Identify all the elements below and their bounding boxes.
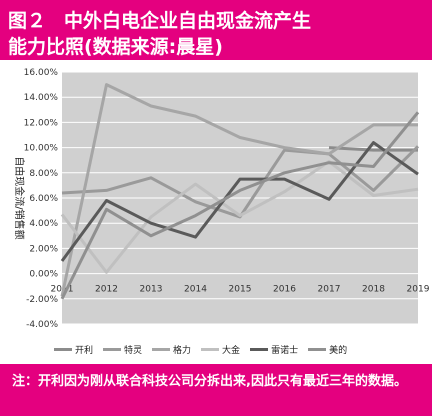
footer-note-banner: 注：开利因为刚从联合科技公司分拆出来,因此只有最近三年的数据。 — [0, 364, 432, 416]
legend-label: 特灵 — [124, 345, 143, 356]
legend-item: 开利 — [54, 343, 93, 356]
legend-swatch — [54, 347, 72, 351]
y-tick-labels: 16.00% 14.00% 12.00% 10.00% 8.00% 6.00% 4.00% 2… — [24, 68, 59, 330]
legend-swatch — [250, 347, 269, 351]
x-tick-labels: 2011 2012 2013 2014 2015 2016 2017 2018 2019 — [51, 285, 430, 295]
y-tick-label: 14.00% — [24, 93, 59, 103]
x-tick-label: 2013 — [140, 285, 163, 295]
legend-item: 雷诺士 — [250, 343, 298, 356]
x-tick-label: 2012 — [95, 285, 118, 295]
footer-note: 注：开利因为刚从联合科技公司分拆出来,因此只有最近三年的数据。 — [12, 374, 407, 389]
title-text-line1: 中外白电企业自由现金流产生 — [64, 10, 312, 32]
x-tick-label: 2019 — [407, 285, 430, 295]
figure-number: 图２ — [8, 10, 47, 32]
x-tick-label: 2016 — [273, 285, 296, 295]
legend-label: 雷诺士 — [271, 345, 299, 356]
chart-title-line2: 能力比照(数据来源:晨星) — [8, 36, 223, 58]
legend-label: 大金 — [222, 345, 241, 356]
series-line-0 — [328, 146, 418, 152]
legend-label: 美的 — [329, 345, 348, 356]
legend-swatch — [201, 347, 220, 351]
legend-item: 特灵 — [103, 343, 142, 356]
legend-item: 大金 — [201, 343, 240, 356]
y-tick-label: 6.00% — [29, 194, 58, 204]
legend-swatch — [152, 347, 171, 351]
line-chart: 16.00% 14.00% 12.00% 10.00% 8.00% 6.00% 4.00% 2… — [13, 68, 430, 330]
legend-item: 格力 — [152, 343, 191, 356]
legend-label: 开利 — [75, 345, 94, 356]
y-tick-label: 16.00% — [24, 68, 59, 78]
chart-area: 16.00% 14.00% 12.00% 10.00% 8.00% 6.00% 4.00% 2… — [0, 60, 432, 362]
legend-swatch — [103, 347, 122, 351]
legend-label: 格力 — [173, 345, 192, 356]
series-lines — [60, 83, 420, 300]
x-tick-label: 2015 — [229, 285, 252, 295]
series-line-4 — [60, 141, 419, 262]
y-tick-label: -2.00% — [26, 295, 58, 305]
y-tick-label: 10.00% — [24, 144, 59, 154]
legend: 开利 特灵 格力 大金 雷诺士 美的 — [54, 340, 424, 358]
y-tick-label: 12.00% — [24, 118, 59, 128]
series-line-5 — [60, 111, 420, 300]
x-tick-label: 2018 — [362, 285, 385, 295]
gridlines — [62, 71, 418, 325]
legend-swatch — [308, 347, 327, 351]
y-axis-label: 自由现金流/销售额 — [13, 156, 26, 239]
series-line-2 — [60, 83, 418, 297]
header-banner: 图２ 中外白电企业自由现金流产生 能力比照(数据来源:晨星) — [0, 0, 432, 60]
y-tick-label: 0.00% — [29, 270, 58, 280]
series-line-3 — [60, 160, 419, 274]
x-tick-label: 2017 — [318, 285, 341, 295]
x-tick-label: 2014 — [184, 285, 207, 295]
y-tick-label: 2.00% — [29, 244, 58, 254]
legend-item: 美的 — [308, 343, 347, 356]
y-tick-label: 8.00% — [29, 169, 58, 179]
y-tick-label: -4.00% — [26, 320, 58, 330]
y-tick-label: 4.00% — [29, 219, 58, 229]
chart-title-line1: 图２ 中外白电企业自由现金流产生 — [8, 6, 311, 33]
